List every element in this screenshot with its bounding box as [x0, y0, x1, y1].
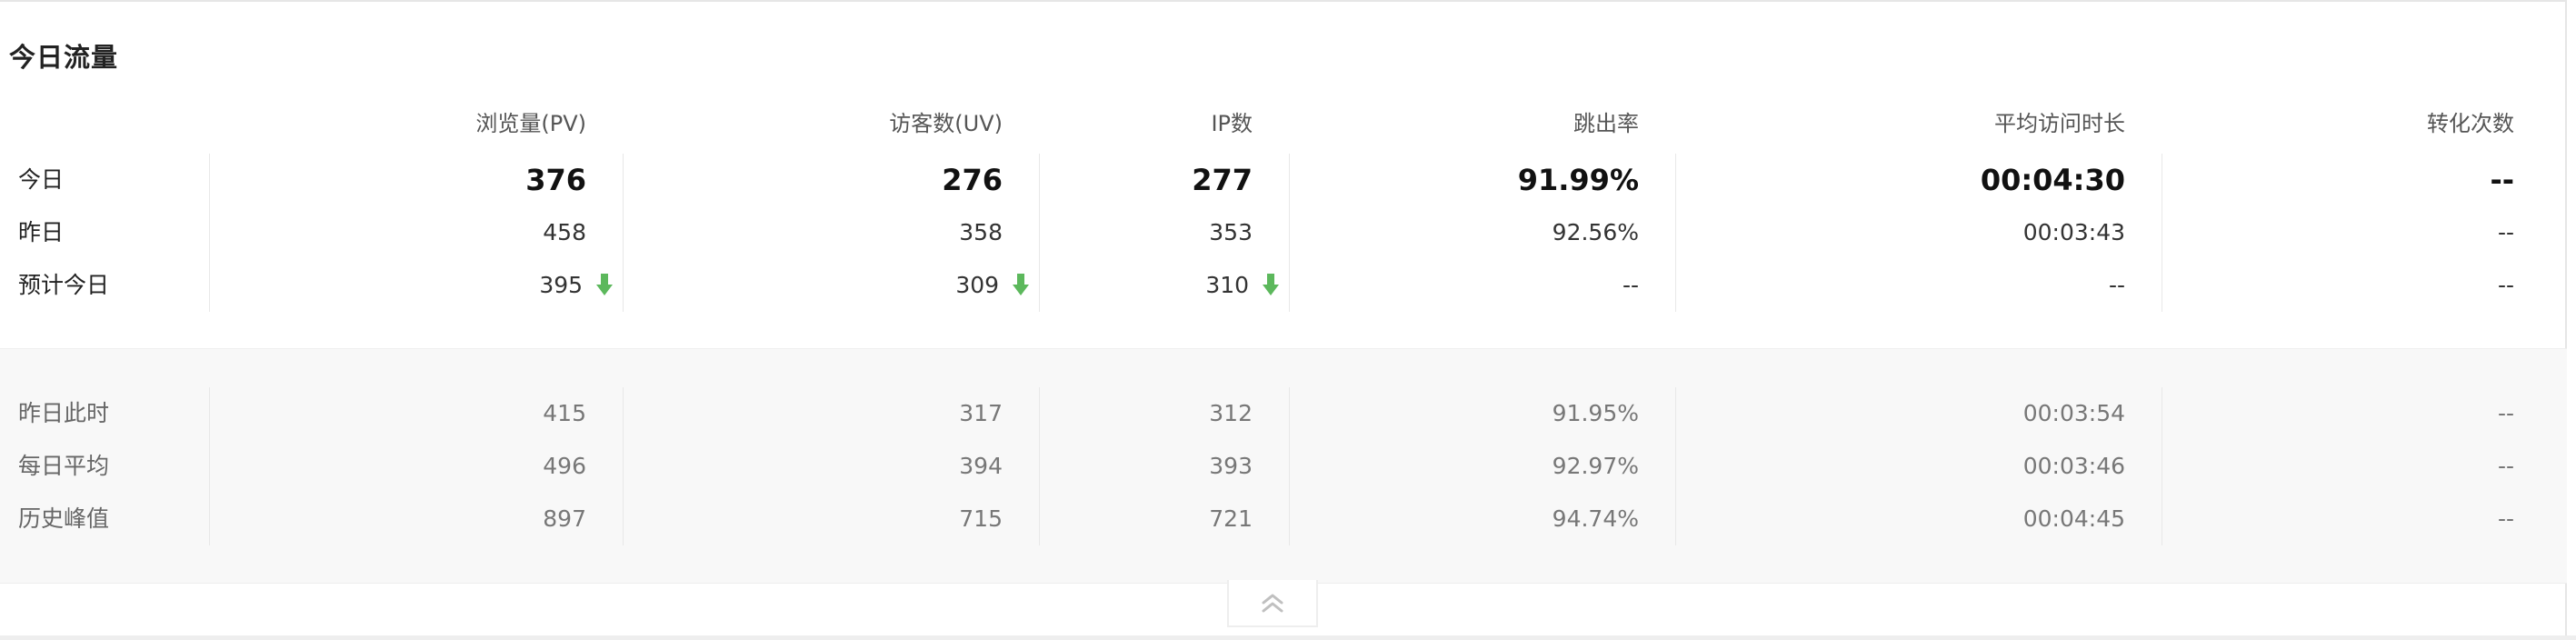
column-header-row: 浏览量(PV) 访客数(UV) IP数 跳出率 平均访问时长 转化次数 — [0, 105, 2567, 142]
forecast-pv: 395 — [209, 259, 623, 312]
forecast-pv-value: 395 — [539, 272, 584, 298]
historical-peak-pv: 897 — [209, 493, 623, 545]
today-ip: 277 — [1039, 154, 1289, 206]
yesterday-avg-duration: 00:03:43 — [1675, 206, 2162, 259]
column-header-conversions: 转化次数 — [2427, 111, 2514, 136]
column-header-avg-duration: 平均访问时长 — [1994, 111, 2125, 136]
yesterday-pv: 458 — [209, 206, 623, 259]
yesterday-conversions: -- — [2162, 206, 2551, 259]
historical-peak-bounce-rate: 94.74% — [1289, 493, 1675, 545]
forecast-avg-duration: -- — [1675, 259, 2162, 312]
yesterday-same-time-avg-duration: 00:03:54 — [1675, 387, 2162, 440]
today-uv: 276 — [623, 154, 1039, 206]
today-avg-duration: 00:04:30 — [1675, 154, 2162, 206]
header-spacer — [0, 105, 209, 142]
historical-peak-uv: 715 — [623, 493, 1039, 545]
historical-peak-avg-duration: 00:04:45 — [1675, 493, 2162, 545]
row-label-yesterday-same-time: 昨日此时 — [18, 400, 110, 426]
main-rows: 今日 376 276 277 91.99% 00:04:30 -- 昨日 458… — [0, 154, 2567, 312]
row-label-historical-peak: 历史峰值 — [18, 505, 110, 532]
forecast-uv-value: 309 — [955, 272, 1000, 298]
yesterday-uv: 358 — [623, 206, 1039, 259]
daily-average-uv: 394 — [623, 440, 1039, 493]
historical-peak-conversions: -- — [2162, 493, 2551, 545]
history-comparison-panel: 昨日此时 415 317 312 91.95% 00:03:54 -- 每日平均… — [0, 348, 2567, 584]
column-header-ip: IP数 — [1211, 111, 1253, 136]
yesterday-ip: 353 — [1039, 206, 1289, 259]
daily-average-pv: 496 — [209, 440, 623, 493]
bottom-border — [0, 635, 2576, 640]
forecast-uv: 309 — [623, 259, 1039, 312]
row-label-forecast: 预计今日 — [18, 272, 110, 298]
yesterday-same-time-bounce-rate: 91.95% — [1289, 387, 1675, 440]
historical-peak-ip: 721 — [1039, 493, 1289, 545]
forecast-conversions: -- — [2162, 259, 2551, 312]
column-header-uv: 访客数(UV) — [889, 111, 1003, 136]
daily-average-ip: 393 — [1039, 440, 1289, 493]
forecast-bounce-rate: -- — [1289, 259, 1675, 312]
forecast-ip-value: 310 — [1205, 272, 1250, 298]
widget-title: 今日流量 — [9, 42, 119, 73]
column-header-bounce-rate: 跳出率 — [1573, 111, 1639, 136]
yesterday-bounce-rate: 92.56% — [1289, 206, 1675, 259]
column-header-pv: 浏览量(PV) — [475, 111, 586, 136]
arrow-down-icon — [1013, 274, 1029, 295]
yesterday-same-time-uv: 317 — [623, 387, 1039, 440]
double-chevron-up-icon — [1262, 594, 1283, 613]
daily-average-bounce-rate: 92.97% — [1289, 440, 1675, 493]
yesterday-same-time-ip: 312 — [1039, 387, 1289, 440]
yesterday-same-time-pv: 415 — [209, 387, 623, 440]
row-label-yesterday: 昨日 — [18, 219, 65, 245]
collapse-history-button[interactable] — [1227, 580, 1318, 627]
today-conversions: -- — [2162, 154, 2551, 206]
today-pv: 376 — [209, 154, 623, 206]
today-bounce-rate: 91.99% — [1289, 154, 1675, 206]
daily-average-conversions: -- — [2162, 440, 2551, 493]
arrow-down-icon — [596, 274, 613, 295]
row-label-today: 今日 — [18, 166, 65, 193]
arrow-down-icon — [1263, 274, 1279, 295]
daily-average-avg-duration: 00:03:46 — [1675, 440, 2162, 493]
row-label-daily-average: 每日平均 — [18, 453, 110, 479]
forecast-ip: 310 — [1039, 259, 1289, 312]
history-rows: 昨日此时 415 317 312 91.95% 00:03:54 -- 每日平均… — [0, 387, 2567, 545]
yesterday-same-time-conversions: -- — [2162, 387, 2551, 440]
